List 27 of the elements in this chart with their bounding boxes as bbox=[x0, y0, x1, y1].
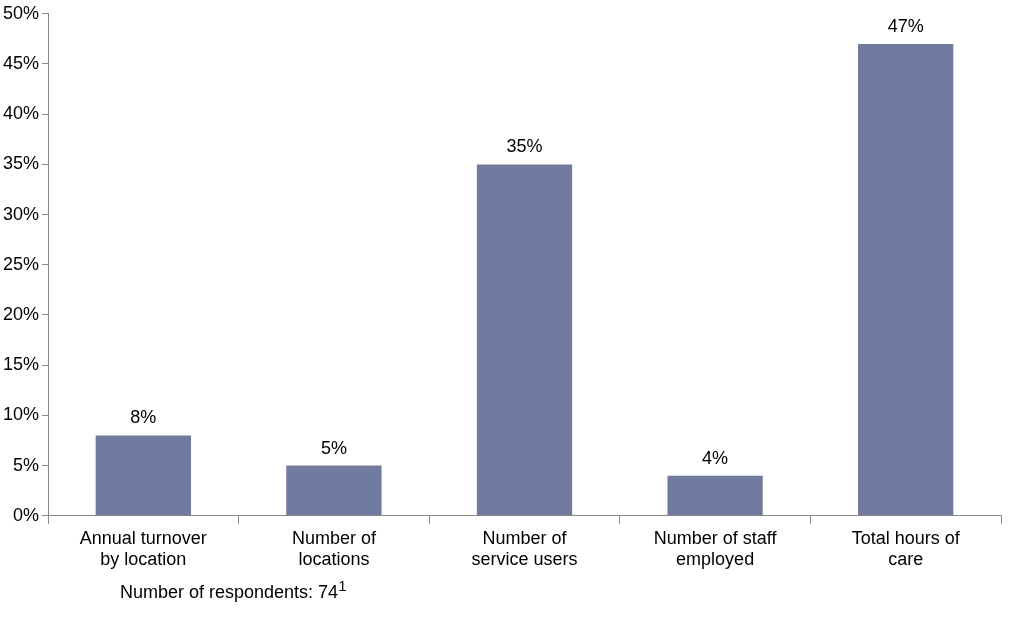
y-tick-label: 30% bbox=[3, 203, 40, 224]
y-tick-label: 5% bbox=[13, 454, 40, 475]
x-tick-label: Total hours of care bbox=[851, 527, 961, 570]
bar bbox=[95, 435, 191, 516]
bar bbox=[858, 43, 954, 516]
x-tick-label: Number of staff employed bbox=[653, 527, 778, 570]
data-label: 47% bbox=[887, 15, 924, 36]
y-tick-label: 20% bbox=[3, 303, 40, 324]
bar bbox=[667, 475, 763, 516]
y-tick-label: 0% bbox=[13, 504, 40, 525]
y-tick-label: 15% bbox=[3, 354, 40, 375]
data-label: 8% bbox=[130, 407, 157, 428]
y-tick-label: 25% bbox=[3, 253, 40, 274]
y-tick-label: 45% bbox=[3, 52, 40, 73]
y-tick-label: 35% bbox=[3, 153, 40, 174]
data-label: 4% bbox=[702, 447, 729, 468]
text: Number of respondents: 74$^{1}$ bbox=[120, 577, 347, 603]
bar bbox=[286, 465, 382, 516]
x-tick-label: Number of service users bbox=[471, 527, 578, 570]
y-tick-label: 50% bbox=[3, 2, 40, 23]
data-label: 35% bbox=[506, 136, 543, 157]
x-tick-label: Annual turnover by location bbox=[79, 527, 207, 570]
y-tick-label: 40% bbox=[3, 103, 40, 124]
x-tick-label: Number of locations bbox=[291, 527, 377, 570]
bar bbox=[476, 164, 573, 516]
y-tick-label: 10% bbox=[3, 404, 40, 425]
data-label: 5% bbox=[320, 437, 347, 458]
